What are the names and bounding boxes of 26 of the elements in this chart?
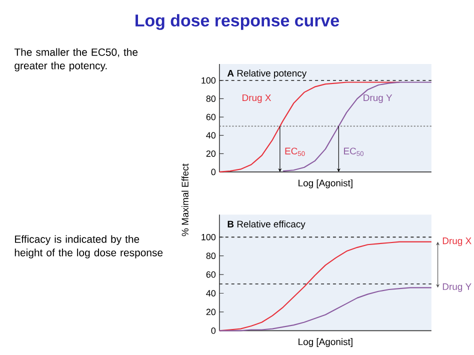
y-tick-label: 100 xyxy=(202,77,216,84)
x-axis-title: Log [Agonist] xyxy=(298,179,352,188)
text: Drug X xyxy=(242,94,272,103)
series-label: Drug Y xyxy=(442,283,472,292)
series-label: Drug Y xyxy=(364,94,392,103)
y-axis-title: % Maximal Effect xyxy=(182,164,188,236)
text: Efficacy is indicated by the height of the log dose response xyxy=(14,235,163,258)
y-tick-label: 0 xyxy=(211,328,216,334)
y-tick-label: 40 xyxy=(206,290,216,296)
y-tick-label: 80 xyxy=(206,96,216,102)
y-tick-label: 0 xyxy=(211,168,216,176)
annotation: EC$_{50}$ xyxy=(285,148,305,156)
y-tick-label: 80 xyxy=(206,252,216,260)
y-tick-label: 20 xyxy=(206,308,216,316)
y-tick-label: 20 xyxy=(206,150,216,157)
y-tick-label: 40 xyxy=(206,132,216,139)
y-tick-label: 60 xyxy=(206,271,216,278)
text: Log dose response curve xyxy=(136,14,340,30)
annotation: EC$_{50}$ xyxy=(344,148,364,156)
text: The smaller the EC50, the greater the potency. xyxy=(14,48,138,72)
y-tick-label: 100 xyxy=(202,234,216,240)
series-label: Drug X xyxy=(442,238,472,246)
y-tick-label: 60 xyxy=(206,114,216,120)
text: A Relative potency xyxy=(227,70,307,78)
text: B Relative efficacy xyxy=(228,220,306,230)
x-axis-title: Log [Agonist] xyxy=(298,338,352,348)
